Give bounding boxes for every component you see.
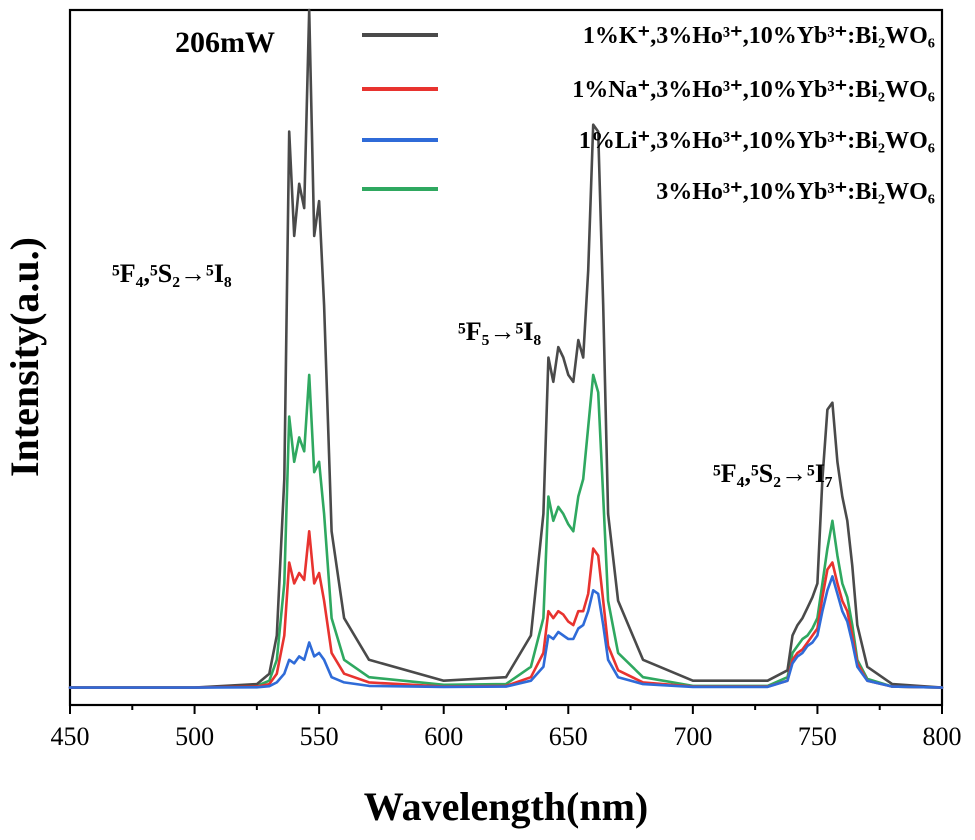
- series-line-3: [68, 373, 944, 689]
- x-tick-label: 550: [300, 722, 339, 751]
- legend-label-li: 1%Li⁺,3%Ho³⁺,10%Yb³⁺:Bi₂WO₆: [579, 128, 935, 154]
- series-line-2: [68, 575, 944, 689]
- series-line-0: [68, 8, 944, 689]
- x-tick-label: 450: [51, 722, 90, 751]
- x-tick-label: 750: [798, 722, 837, 751]
- x-tick-label: 700: [673, 722, 712, 751]
- legend-label-na: 1%Na⁺,3%Ho³⁺,10%Yb³⁺:Bi₂WO₆: [572, 77, 935, 103]
- x-tick-label: 500: [175, 722, 214, 751]
- series-line-1: [68, 530, 944, 689]
- x-axis-label: Wavelength(nm): [364, 784, 648, 829]
- legend-label-undoped: 3%Ho³⁺,10%Yb³⁺:Bi₂WO₆: [656, 179, 935, 205]
- y-axis-label: Intensity(a.u.): [2, 237, 47, 477]
- x-tick-label: 800: [923, 722, 962, 751]
- x-tick-label: 600: [424, 722, 463, 751]
- x-axis-ticks: 450 500 550 600 650 700 750 800: [51, 705, 962, 751]
- power-label: 206mW: [175, 26, 275, 59]
- annotation-nir-band: ⁵F₄,⁵S₂→⁵I₇: [713, 459, 833, 488]
- series-layer: [68, 8, 944, 689]
- annotation-red-band: ⁵F₅→⁵I₈: [458, 317, 541, 346]
- x-tick-label: 650: [549, 722, 588, 751]
- legend: 1%K⁺,3%Ho³⁺,10%Yb³⁺:Bi₂WO₆ 1%Na⁺,3%Ho³⁺,…: [362, 23, 935, 205]
- annotation-green-band: ⁵F₄,⁵S₂→⁵I₈: [112, 259, 232, 288]
- legend-label-k: 1%K⁺,3%Ho³⁺,10%Yb³⁺:Bi₂WO₆: [583, 23, 935, 49]
